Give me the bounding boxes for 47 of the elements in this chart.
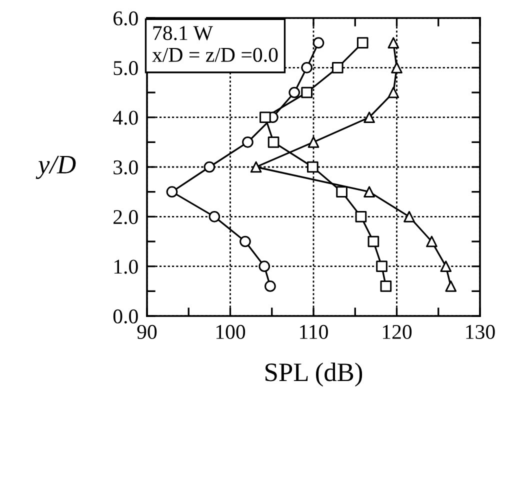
point bbox=[445, 280, 457, 292]
y-tick-label: 2.0 bbox=[114, 210, 138, 224]
point bbox=[264, 280, 276, 292]
point bbox=[388, 37, 400, 49]
point bbox=[388, 86, 400, 98]
y-tick-label: 0.0 bbox=[113, 309, 138, 324]
point bbox=[404, 210, 415, 222]
point bbox=[306, 161, 318, 173]
x-tick-label: 110 bbox=[300, 324, 328, 339]
point bbox=[332, 62, 344, 74]
point bbox=[380, 280, 392, 292]
y-tick-label: 3.0 bbox=[114, 160, 138, 175]
point bbox=[364, 186, 375, 198]
annotation: 78.1 W x/D = z/D =0.0 bbox=[152, 26, 278, 62]
point bbox=[355, 210, 367, 222]
point bbox=[376, 260, 388, 272]
point bbox=[288, 86, 300, 98]
point bbox=[364, 112, 375, 124]
point bbox=[268, 136, 280, 148]
point bbox=[204, 161, 216, 173]
x-tick-label: 120 bbox=[382, 324, 412, 339]
point bbox=[240, 236, 251, 248]
point bbox=[336, 186, 348, 198]
point bbox=[301, 86, 313, 98]
point bbox=[308, 136, 320, 148]
x-axis-title: SPL (dB) bbox=[266, 362, 362, 387]
y-axis-title: y/D bbox=[36, 156, 76, 179]
x-tick-label: 130 bbox=[466, 324, 495, 339]
y-tick-label: 6.0 bbox=[114, 11, 138, 26]
point bbox=[426, 236, 438, 248]
x-tick-label: 100 bbox=[216, 324, 246, 339]
point bbox=[368, 236, 380, 248]
point bbox=[260, 112, 271, 124]
point bbox=[242, 136, 254, 148]
point bbox=[356, 37, 368, 49]
point bbox=[391, 62, 402, 74]
y-tick-label: 4.0 bbox=[113, 110, 138, 125]
point bbox=[208, 210, 220, 222]
y-tick-label: 1.0 bbox=[114, 260, 138, 274]
point bbox=[250, 161, 262, 173]
point bbox=[301, 62, 313, 74]
point bbox=[166, 186, 178, 198]
x-tick-label: 90 bbox=[137, 324, 157, 339]
y-tick-label: 5.0 bbox=[114, 61, 138, 76]
point bbox=[440, 260, 452, 272]
point bbox=[258, 260, 270, 272]
point bbox=[312, 37, 324, 49]
